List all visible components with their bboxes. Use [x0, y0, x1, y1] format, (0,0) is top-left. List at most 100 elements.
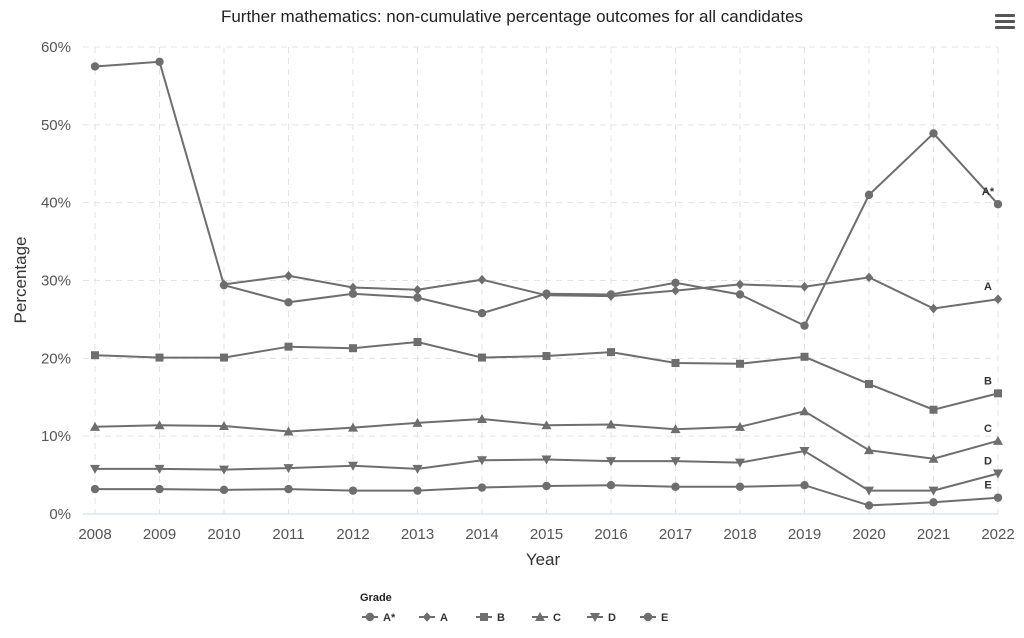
- x-tick-label: 2018: [723, 526, 756, 543]
- menu-icon[interactable]: [995, 14, 1015, 30]
- legend-marker: [535, 612, 545, 621]
- data-point: [155, 484, 164, 494]
- data-point: [606, 291, 616, 301]
- legend-marker: [480, 613, 488, 621]
- legend-marker: [643, 612, 653, 622]
- data-point: [865, 380, 873, 389]
- data-point: [993, 294, 1003, 304]
- x-tick-label: 2011: [272, 526, 304, 543]
- data-point: [477, 483, 487, 492]
- x-tick-label: 2012: [336, 526, 369, 543]
- data-point: [90, 421, 100, 431]
- series-d: [90, 446, 1003, 496]
- data-point: [219, 421, 229, 431]
- data-point: [929, 303, 938, 314]
- x-tick-label: 2009: [143, 526, 176, 543]
- data-point: [800, 352, 809, 361]
- data-point: [348, 461, 358, 471]
- data-point: [670, 457, 681, 467]
- y-tick-label: 0%: [49, 506, 71, 523]
- data-point: [284, 271, 293, 281]
- y-tick-label: 20%: [41, 350, 71, 367]
- legend: Grade A* A B C D E: [360, 592, 668, 624]
- y-axis-title: Percentage: [11, 237, 30, 324]
- menu-bar: [995, 26, 1015, 29]
- data-point: [477, 414, 487, 424]
- data-point: [542, 290, 551, 301]
- data-point: [735, 421, 745, 431]
- series-end-labels: A* A B C DE: [982, 186, 995, 491]
- data-point: [413, 486, 422, 495]
- data-point: [800, 481, 809, 490]
- data-point: [800, 281, 809, 292]
- y-tick-label: 40%: [41, 195, 71, 212]
- data-point: [413, 293, 422, 302]
- data-point: [412, 417, 423, 427]
- data-point: [219, 279, 229, 290]
- data-point: [929, 498, 938, 507]
- data-point: [220, 353, 228, 362]
- data-point: [154, 420, 165, 430]
- y-tick-label: 30%: [41, 273, 71, 290]
- x-tick-label: 2019: [788, 526, 821, 543]
- legend-label: B: [497, 612, 505, 624]
- data-point: [928, 453, 939, 463]
- data-point: [348, 289, 358, 298]
- data-point: [994, 389, 1002, 398]
- data-point: [799, 446, 810, 456]
- series-b: [91, 337, 1002, 414]
- data-point: [284, 298, 293, 307]
- x-tick-label: 2008: [78, 526, 111, 543]
- data-point: [671, 359, 680, 368]
- data-point: [477, 308, 487, 318]
- data-point: [800, 321, 809, 330]
- data-point: [349, 344, 357, 353]
- data-point: [735, 458, 745, 468]
- legend-title: Grade: [360, 592, 392, 604]
- x-tick-label: 2014: [465, 526, 498, 543]
- data-point: [929, 405, 938, 414]
- legend-label: A: [440, 612, 448, 624]
- data-point: [412, 464, 423, 474]
- data-point: [928, 486, 939, 496]
- legend-item-c: C: [532, 612, 561, 624]
- data-point: [864, 190, 874, 200]
- data-point: [864, 486, 874, 496]
- x-tick-label: 2021: [917, 526, 950, 543]
- data-point: [671, 285, 680, 296]
- x-axis-ticks: 2008 2009 2010 2011 2012 2013 2014 2015 2016 2017…: [78, 526, 1014, 543]
- x-tick-label: 2020: [852, 526, 885, 543]
- chart-title: Further mathematics: non-cumulative perc…: [220, 7, 804, 26]
- data-point: [606, 481, 616, 490]
- legend-item-b: B: [476, 612, 505, 624]
- y-axis-ticks: 0% 10% 20% 30% 40% 50% 60%: [41, 39, 71, 523]
- data-point: [154, 464, 165, 474]
- data-point: [799, 406, 810, 416]
- data-point: [283, 426, 294, 436]
- data-point: [413, 337, 422, 346]
- data-point: [735, 290, 745, 299]
- menu-bar: [995, 20, 1015, 23]
- data-point: [542, 351, 551, 360]
- legend-item-a-star: A*: [362, 612, 396, 624]
- series-end-label: A: [984, 281, 992, 293]
- legend-marker: [422, 612, 432, 622]
- x-tick-label: 2016: [594, 526, 627, 543]
- data-point: [671, 482, 680, 491]
- data-point: [413, 285, 422, 295]
- data-point: [864, 272, 874, 283]
- series-end-label: C: [984, 423, 992, 435]
- legend-label: E: [661, 612, 668, 624]
- data-point: [155, 57, 164, 66]
- legend-label: A*: [383, 612, 396, 624]
- series-e: [90, 481, 1003, 510]
- data-point: [606, 457, 616, 467]
- series-a: [219, 271, 1003, 314]
- x-axis-title: Year: [526, 550, 561, 569]
- data-point: [477, 456, 487, 466]
- data-point: [607, 348, 615, 357]
- data-point: [477, 274, 487, 285]
- data-point: [736, 359, 744, 368]
- series-end-label: D: [984, 456, 992, 468]
